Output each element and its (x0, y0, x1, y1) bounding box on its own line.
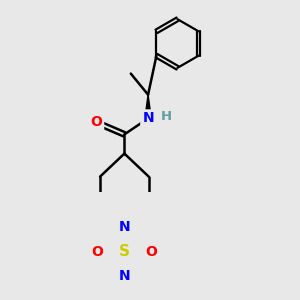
Text: O: O (90, 115, 102, 129)
Polygon shape (145, 95, 151, 118)
Text: O: O (92, 244, 104, 259)
Text: N: N (118, 220, 130, 234)
Text: N: N (118, 269, 130, 283)
Text: S: S (119, 244, 130, 259)
Text: H: H (160, 110, 172, 123)
Text: O: O (145, 244, 157, 259)
Text: N: N (142, 111, 154, 125)
